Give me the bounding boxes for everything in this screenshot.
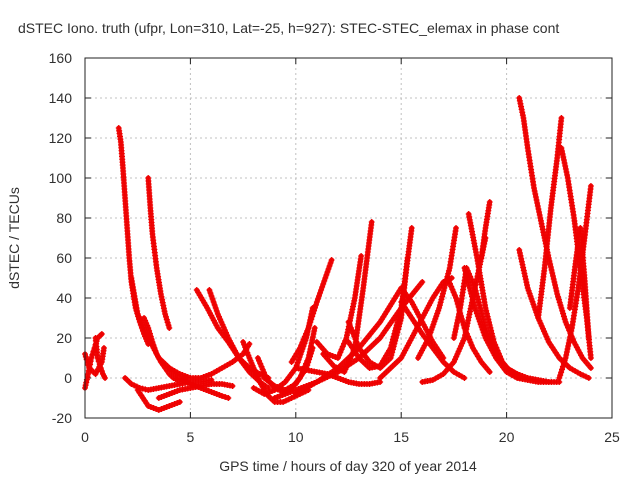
series-points: [145, 175, 173, 331]
x-tick-label: 25: [604, 429, 620, 445]
series-points: [415, 225, 460, 361]
y-tick-label: 0: [64, 370, 72, 386]
series-arc-08: [145, 175, 173, 331]
series-arc-17: [261, 345, 316, 393]
series-points: [566, 225, 592, 341]
series-arc-06: [134, 387, 183, 413]
series-arc-07: [141, 315, 190, 383]
y-tick-label: 60: [56, 250, 72, 266]
y-tick-label: 140: [49, 90, 73, 106]
series-points: [377, 275, 455, 381]
y-tick-label: 120: [49, 130, 73, 146]
series-arc-09: [122, 375, 215, 393]
x-tick-label: 20: [499, 429, 515, 445]
series-arc-25: [271, 279, 426, 401]
chart-title: dSTEC Iono. truth (ufpr, Lon=310, Lat=-2…: [18, 20, 559, 36]
series-points: [503, 365, 563, 385]
series-points: [535, 115, 565, 321]
series-arc-37: [503, 365, 563, 385]
series-arc-35: [516, 95, 594, 371]
plot-frame: [84, 57, 613, 419]
series-points: [478, 199, 493, 261]
series-arc-18: [288, 257, 335, 365]
series-points: [288, 257, 335, 365]
series-arc-29: [415, 225, 460, 361]
series-arc-03: [92, 335, 109, 381]
series-points: [271, 279, 426, 401]
y-tick-label: 40: [56, 290, 72, 306]
x-tick-label: 5: [187, 429, 195, 445]
y-tick-label: 20: [56, 330, 72, 346]
x-axis-label: GPS time / hours of day 320 of year 2014: [219, 458, 477, 474]
series-points: [465, 211, 523, 381]
y-tick-label: 100: [49, 170, 73, 186]
series-arc-38: [535, 115, 565, 321]
y-axis-label: dSTEC / TECUs: [6, 187, 22, 289]
series-points: [141, 315, 190, 383]
x-tick-label: 0: [81, 429, 89, 445]
y-tick-label: -20: [52, 410, 72, 426]
x-tick-label: 15: [393, 429, 409, 445]
series-arc-33: [478, 199, 493, 261]
series-arc-12: [155, 381, 236, 401]
series-points: [122, 375, 215, 393]
x-tick-label: 10: [288, 429, 304, 445]
series-layer: [82, 95, 594, 413]
y-tick-label: 80: [56, 210, 72, 226]
y-tick-label: 160: [49, 50, 73, 66]
series-arc-41: [566, 225, 592, 341]
series-points: [155, 381, 236, 401]
series-points: [134, 387, 183, 413]
series-points: [92, 335, 109, 381]
